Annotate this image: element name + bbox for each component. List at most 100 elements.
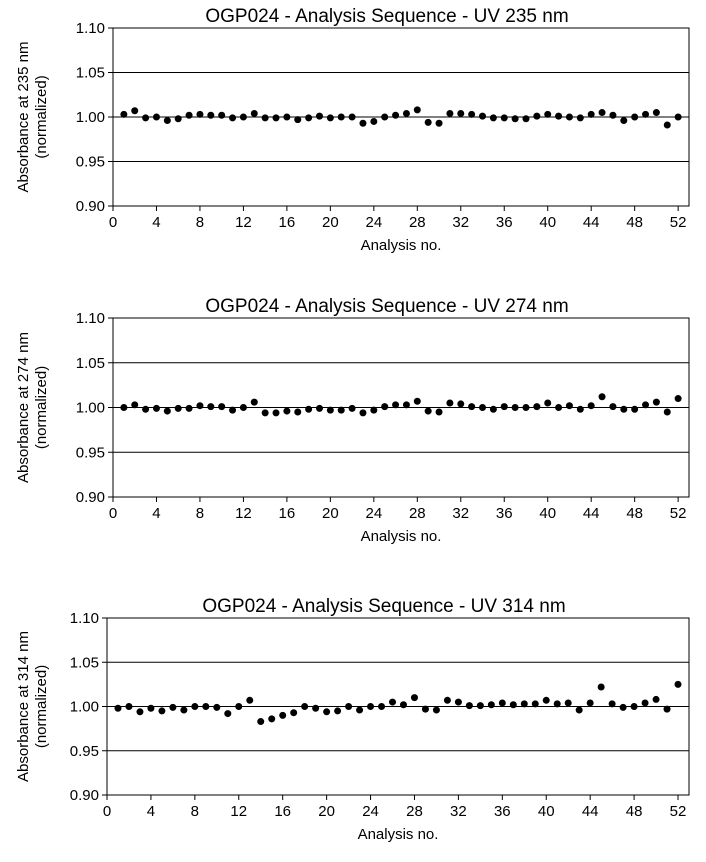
x-tick-label: 44 — [583, 214, 600, 231]
x-tick-label: 32 — [450, 803, 467, 820]
x-tick-label: 12 — [235, 505, 252, 522]
data-point — [114, 704, 122, 712]
data-point — [152, 113, 160, 121]
data-point — [147, 704, 155, 712]
data-point — [370, 406, 378, 414]
data-point — [544, 110, 552, 118]
y-axis-label-unit: (normalized) — [33, 665, 50, 748]
data-point — [250, 109, 258, 117]
data-point — [163, 407, 171, 415]
data-point — [261, 114, 269, 122]
data-point — [268, 715, 276, 723]
y-tick-label: 0.95 — [76, 444, 105, 461]
data-point — [413, 397, 421, 405]
data-point — [239, 113, 247, 121]
data-point — [381, 403, 389, 411]
data-point — [239, 404, 247, 411]
data-point — [348, 113, 356, 121]
data-point — [424, 407, 432, 415]
data-point — [152, 404, 160, 412]
chart-title: OGP024 - Analysis Sequence - UV 274 nm — [205, 296, 568, 317]
x-tick-label: 48 — [626, 803, 643, 820]
data-point — [674, 395, 682, 403]
x-tick-label: 4 — [152, 505, 160, 522]
data-point — [489, 405, 497, 413]
x-tick-label: 12 — [230, 803, 247, 820]
data-point — [381, 113, 389, 121]
x-tick-label: 28 — [409, 505, 426, 522]
data-point — [487, 701, 495, 709]
x-tick-label: 0 — [103, 803, 111, 820]
data-point — [224, 710, 232, 718]
data-point — [435, 119, 443, 127]
data-point — [196, 110, 204, 118]
x-tick-label: 4 — [152, 214, 160, 231]
x-tick-label: 20 — [322, 214, 339, 231]
data-point — [185, 111, 193, 119]
data-point — [511, 115, 519, 123]
data-point — [565, 113, 573, 121]
data-point — [305, 405, 313, 413]
x-tick-label: 12 — [235, 214, 252, 231]
y-axis-label-unit: (normalized) — [33, 75, 50, 158]
data-point — [586, 699, 594, 707]
data-point — [424, 118, 432, 126]
data-point — [312, 704, 320, 712]
data-point — [283, 113, 291, 121]
x-tick-label: 52 — [670, 505, 687, 522]
data-point — [642, 401, 650, 409]
data-point — [631, 405, 639, 413]
data-point — [609, 111, 617, 119]
data-point — [229, 406, 237, 414]
y-tick-label: 0.95 — [76, 154, 105, 171]
data-point — [235, 703, 243, 710]
data-point — [356, 706, 364, 714]
data-point — [674, 113, 682, 121]
x-tick-label: 40 — [539, 214, 556, 231]
data-point — [479, 112, 487, 120]
x-tick-label: 48 — [626, 505, 643, 522]
data-point — [587, 110, 595, 118]
x-tick-label: 32 — [452, 214, 469, 231]
data-point — [120, 110, 128, 118]
data-point — [370, 117, 378, 125]
data-point — [446, 399, 454, 407]
x-axis-label: Analysis no. — [358, 826, 439, 843]
data-point — [500, 114, 508, 122]
data-point — [479, 404, 487, 411]
plot-frame — [112, 27, 690, 207]
data-point — [250, 398, 258, 406]
data-point — [359, 119, 367, 127]
data-point — [294, 408, 302, 416]
x-tick-label: 44 — [583, 505, 600, 522]
data-point — [290, 709, 298, 717]
x-tick-label: 40 — [538, 803, 555, 820]
data-point — [476, 702, 484, 710]
data-point — [663, 408, 671, 416]
y-tick-label: 1.00 — [70, 699, 99, 716]
y-axis-label: Absorbance at 314 nm — [15, 631, 32, 782]
y-axis-label: Absorbance at 274 nm — [15, 332, 32, 483]
data-point — [294, 116, 302, 124]
data-point — [218, 403, 226, 411]
data-point — [413, 106, 421, 114]
data-point — [630, 703, 638, 710]
data-point — [457, 400, 465, 408]
x-tick-label: 36 — [496, 505, 513, 522]
x-axis-label: Analysis no. — [361, 528, 442, 545]
x-tick-label: 36 — [494, 803, 511, 820]
plot-frame — [106, 617, 690, 796]
data-point — [652, 695, 660, 703]
y-tick-label: 1.10 — [76, 310, 105, 327]
data-point — [202, 703, 210, 710]
x-tick-label: 24 — [365, 505, 382, 522]
data-point — [432, 706, 440, 714]
data-point — [465, 702, 473, 710]
data-point — [555, 404, 563, 411]
data-point — [218, 111, 226, 119]
data-point — [454, 698, 462, 706]
y-tick-label: 0.90 — [76, 489, 105, 506]
data-point — [619, 703, 627, 711]
x-tick-label: 0 — [109, 505, 117, 522]
